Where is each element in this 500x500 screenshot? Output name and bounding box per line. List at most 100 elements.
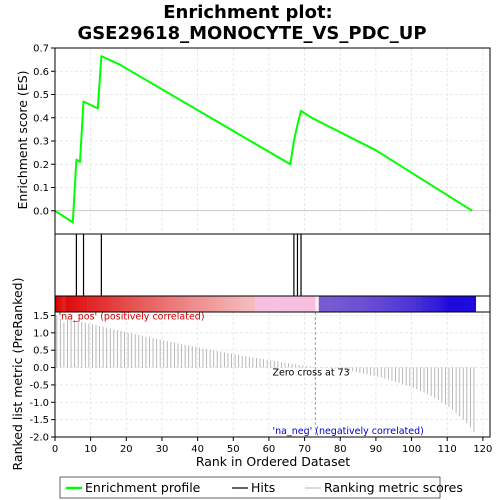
heatmap-cell: [194, 296, 198, 312]
x-tick-label: 40: [191, 444, 204, 455]
heatmap-cell: [390, 296, 395, 312]
heatmap-cell: [147, 296, 152, 312]
es-grid: [54, 47, 490, 234]
heatmap-cell: [393, 296, 398, 312]
heatmap-cell: [197, 296, 202, 312]
heatmap-cell: [90, 296, 95, 312]
heatmap-cell: [165, 296, 170, 312]
heatmap-cell: [450, 296, 455, 312]
heatmap-cell: [397, 296, 402, 312]
heatmap-cell: [201, 296, 206, 312]
heatmap-cell: [443, 296, 448, 312]
heatmap-cell: [65, 296, 70, 312]
heatmap-cell: [411, 296, 416, 312]
heatmap-cell: [240, 296, 245, 312]
heatmap-cell: [101, 296, 106, 312]
x-axis-label: Rank in Ordered Dataset: [196, 454, 350, 469]
metric-y-tick-label: 0.5: [33, 346, 49, 357]
heatmap-cell: [268, 296, 273, 312]
heatmap-cell: [119, 296, 124, 312]
heatmap-cell: [219, 296, 223, 312]
x-tick-label: 70: [298, 444, 311, 455]
es-y-axis-label: Enrichment score (ES): [15, 70, 30, 209]
heatmap-cell: [400, 296, 405, 312]
heatmap-cell: [432, 296, 437, 312]
heatmap-cell: [336, 296, 341, 312]
x-tick-label: 120: [473, 444, 492, 455]
es-y-tick-label: 0.0: [33, 206, 49, 217]
heatmap-cell: [276, 296, 280, 312]
heatmap-cell: [347, 296, 352, 312]
heatmap-cell: [176, 296, 181, 312]
heatmap-cell: [297, 296, 302, 312]
es-y-tick-label: 0.3: [33, 137, 49, 148]
heatmap-cell: [472, 296, 477, 312]
metric-y-tick-label: -1.0: [29, 398, 49, 409]
heatmap-cell: [404, 296, 409, 312]
heatmap-cell: [247, 296, 252, 312]
metric-y-tick-label: 1.0: [33, 328, 49, 339]
heatmap-cell: [126, 296, 131, 312]
metric-y-axis-label: Ranked list metric (PreRanked): [10, 278, 25, 471]
es-y-tick-label: 0.7: [33, 44, 49, 55]
heatmap-cell: [79, 296, 84, 312]
heatmap-cell: [429, 296, 434, 312]
metric-y-tick-label: -2.0: [29, 433, 49, 444]
heatmap-cell: [215, 296, 220, 312]
heatmap-cell: [301, 296, 305, 312]
heatmap-cell: [161, 296, 166, 312]
heatmap-cells: [55, 296, 477, 312]
es-y-tick-label: 0.6: [33, 67, 49, 78]
heatmap-cell: [340, 296, 345, 312]
metric-grid: [54, 312, 490, 438]
heatmap-cell: [122, 296, 127, 312]
heatmap-cell: [97, 296, 102, 312]
heatmap-cell: [112, 296, 116, 312]
heatmap-cell: [368, 296, 373, 312]
heatmap-cell: [318, 296, 323, 312]
heatmap-cell: [354, 296, 359, 312]
heatmap-cell: [283, 296, 288, 312]
heatmap-cell: [183, 296, 188, 312]
heatmap-cell: [343, 296, 348, 312]
heatmap-cell: [94, 296, 99, 312]
heatmap-cell: [379, 296, 384, 312]
heatmap-cell: [372, 296, 377, 312]
heatmap-cell: [350, 296, 355, 312]
heatmap-cell: [258, 296, 263, 312]
heatmap-cell: [436, 296, 441, 312]
es-y-tick-label: 0.2: [33, 160, 49, 171]
hit-lines: [75, 234, 302, 296]
positive-correlation-label: 'na_pos' (positively correlated): [59, 312, 205, 323]
es-panel: 0.0 0.1 0.2 0.3 0.4 0.5 0.6 0.7: [33, 44, 491, 235]
heatmap-cell: [154, 296, 159, 312]
legend-hits: Hits: [251, 480, 275, 495]
heatmap-cell: [311, 296, 316, 312]
x-tick-label: 60: [263, 444, 276, 455]
heatmap-cell: [69, 296, 74, 312]
heatmap-cell: [72, 296, 77, 312]
heatmap-cell: [151, 296, 156, 312]
metric-y-tick-label: 0.0: [33, 363, 49, 374]
x-tick-label: 20: [120, 444, 133, 455]
heatmap-cell: [169, 296, 173, 312]
heatmap-cell: [290, 296, 295, 312]
x-axis-ticks: 0 10 20 30 40 50 60 70 80 90 100 110 120: [52, 437, 492, 455]
heatmap-cell: [62, 296, 66, 312]
zero-cross-label: Zero cross at 73: [273, 367, 350, 378]
heatmap-cell: [58, 296, 63, 312]
chart-title-line2: GSE29618_MONOCYTE_VS_PDC_UP: [77, 23, 426, 44]
heatmap-cell: [179, 296, 184, 312]
legend-box: [59, 476, 441, 499]
metric-y-tick-label: -1.5: [29, 415, 49, 426]
x-tick-label: 110: [438, 444, 457, 455]
heatmap-cell: [76, 296, 81, 312]
heatmap-cell: [129, 296, 134, 312]
heatmap-cell: [208, 296, 213, 312]
rank-heatmap: [54, 295, 491, 313]
heatmap-cell: [304, 296, 309, 312]
metric-y-ticks: -2.0 -1.5 -1.0 -0.5 0.0 0.5 1.0 1.5: [29, 311, 55, 444]
x-tick-label: 10: [84, 444, 97, 455]
